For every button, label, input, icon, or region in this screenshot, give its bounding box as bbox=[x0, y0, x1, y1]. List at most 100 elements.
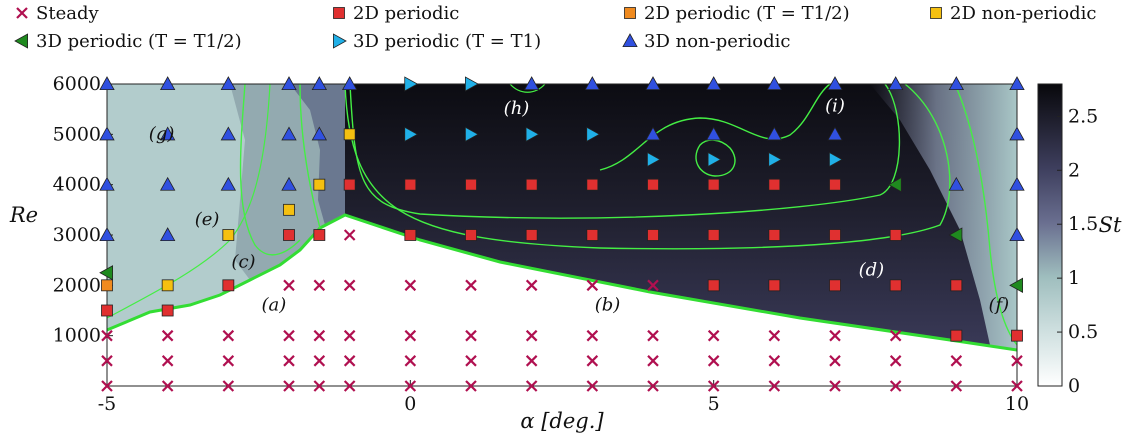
y-tick-label: 2000 bbox=[53, 274, 101, 296]
point-3d-non-periodic bbox=[99, 176, 115, 191]
point-steady bbox=[101, 380, 113, 392]
point-3d-periodic-t-t1 bbox=[768, 151, 783, 168]
point-2d-periodic bbox=[707, 178, 720, 191]
point-2d-periodic bbox=[707, 279, 720, 292]
point-3d-non-periodic bbox=[1009, 126, 1025, 141]
region-labels: (a) (b) (c) (d) (e) (f) (g) (h) (i) bbox=[149, 96, 1009, 316]
point-3d-non-periodic bbox=[523, 76, 540, 90]
contour-line bbox=[239, 83, 301, 256]
point-2d-non-periodic bbox=[161, 279, 174, 292]
point-2d-periodic bbox=[647, 178, 659, 191]
contour-line bbox=[349, 83, 901, 219]
point-steady bbox=[343, 229, 356, 241]
point-2d-periodic bbox=[525, 229, 538, 241]
point-3d-non-periodic bbox=[827, 76, 843, 90]
y-tick-label: 3000 bbox=[53, 224, 101, 246]
point-3d-periodic-t-t1 bbox=[525, 126, 540, 143]
point-steady bbox=[1011, 355, 1023, 367]
region-label: (a) bbox=[261, 295, 286, 316]
point-3d-periodic-t-t1 bbox=[829, 151, 843, 168]
point-2d-periodic bbox=[404, 178, 417, 191]
y-axis-ticks: 1000 2000 3000 4000 5000 6000 bbox=[53, 73, 113, 347]
legend-entry: 2D periodic bbox=[353, 3, 459, 24]
point-steady bbox=[768, 329, 781, 342]
st-contour-field bbox=[106, 83, 1018, 386]
point-3d-non-periodic bbox=[1009, 227, 1025, 242]
point-3d-non-periodic bbox=[159, 76, 176, 90]
point-steady bbox=[343, 329, 356, 342]
contour-line bbox=[954, 83, 1018, 346]
legend-entry: 2D non-periodic bbox=[950, 3, 1096, 24]
point-2d-periodic bbox=[313, 229, 326, 241]
point-2d-periodic bbox=[465, 178, 477, 191]
point-3d-periodic-t-t1 bbox=[404, 126, 419, 143]
point-steady bbox=[465, 380, 477, 392]
point-3d-non-periodic bbox=[159, 126, 176, 141]
colorbar-ticks: 0 0.5 1 1.5 2 2.5 bbox=[1057, 105, 1098, 397]
point-steady bbox=[1011, 380, 1023, 392]
point-steady bbox=[283, 380, 295, 392]
contour-line bbox=[509, 83, 546, 93]
point-steady bbox=[707, 355, 720, 367]
point-steady bbox=[101, 355, 113, 367]
point-steady bbox=[768, 380, 781, 392]
point-2d-periodic bbox=[768, 279, 781, 292]
point-3d-periodic-t-t1-2 bbox=[99, 265, 113, 281]
point-3d-non-periodic bbox=[766, 76, 783, 90]
point-steady bbox=[465, 329, 477, 342]
point-steady bbox=[586, 355, 599, 367]
point-steady bbox=[829, 329, 841, 342]
point-3d-non-periodic bbox=[220, 176, 237, 191]
point-3d-non-periodic bbox=[281, 126, 297, 141]
region-label: (e) bbox=[195, 209, 220, 230]
colorbar bbox=[1037, 83, 1063, 387]
point-2d-periodic bbox=[829, 178, 841, 191]
point-3d-non-periodic bbox=[705, 126, 722, 141]
point-2d-non-periodic bbox=[283, 203, 295, 216]
point-3d-non-periodic bbox=[159, 176, 176, 191]
point-steady bbox=[404, 279, 417, 292]
point-2d-periodic bbox=[586, 229, 599, 241]
point-steady bbox=[283, 355, 295, 367]
point-steady bbox=[950, 380, 963, 392]
point-2d-periodic bbox=[465, 229, 477, 241]
region-label: (f) bbox=[988, 295, 1009, 316]
point-3d-non-periodic bbox=[1009, 76, 1025, 90]
point-3d-non-periodic bbox=[99, 227, 115, 242]
point-steady bbox=[889, 380, 902, 392]
point-steady bbox=[313, 380, 326, 392]
point-steady bbox=[313, 279, 326, 292]
y-tick-label: 4000 bbox=[53, 174, 101, 196]
point-steady bbox=[829, 355, 841, 367]
point-steady bbox=[283, 279, 295, 292]
legend-marker bbox=[333, 7, 345, 19]
point-2d-periodic bbox=[525, 178, 538, 191]
left-dark-strip bbox=[290, 84, 345, 225]
point-2d-periodic bbox=[707, 229, 720, 241]
contour-line bbox=[299, 83, 321, 229]
point-steady bbox=[829, 380, 841, 392]
y-tick-label: 1000 bbox=[53, 325, 101, 347]
point-2d-periodic bbox=[1011, 329, 1023, 342]
colorbar-tick-label: 2.5 bbox=[1068, 105, 1098, 127]
legend: Steady 2D periodic 2D periodic (T = T1/2) 2… bbox=[14, 3, 1096, 52]
contour-line bbox=[344, 83, 951, 250]
y-axis-label: Re bbox=[9, 203, 38, 227]
point-steady bbox=[586, 329, 599, 342]
point-steady bbox=[647, 355, 659, 367]
legend-entry: Steady bbox=[36, 3, 99, 24]
point-steady bbox=[647, 380, 659, 392]
point-3d-periodic-t-t1-2 bbox=[887, 176, 902, 193]
point-2d-periodic bbox=[829, 229, 841, 241]
point-steady bbox=[283, 329, 295, 342]
point-3d-non-periodic bbox=[311, 76, 328, 90]
point-steady bbox=[889, 355, 902, 367]
point-steady bbox=[222, 355, 235, 367]
point-3d-non-periodic bbox=[705, 76, 722, 90]
point-2d-periodic bbox=[889, 229, 902, 241]
colorbar-tick-label: 0 bbox=[1068, 375, 1080, 397]
point-3d-non-periodic bbox=[281, 76, 297, 90]
region-label: (d) bbox=[859, 259, 885, 280]
point-2d-periodic bbox=[222, 279, 235, 292]
